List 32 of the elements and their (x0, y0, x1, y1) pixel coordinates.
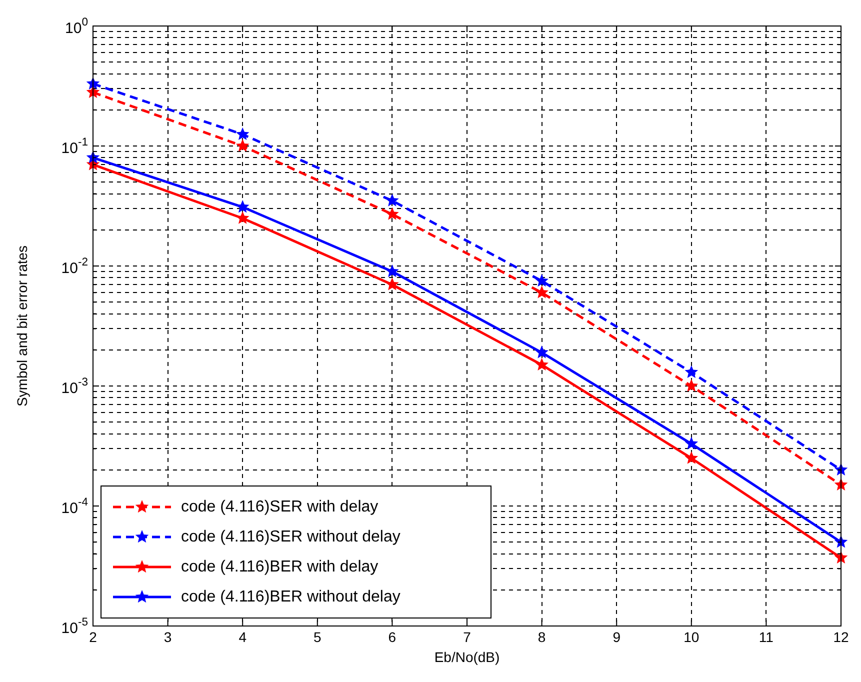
point (386, 278, 399, 290)
x-tick-label: 6 (388, 628, 396, 645)
x-tick-label: 8 (538, 628, 546, 645)
point (684, 436, 698, 450)
x-tick-label: 9 (612, 628, 621, 645)
legend-label: code (4.116)BER without delay (181, 588, 400, 606)
point (535, 358, 548, 371)
point (535, 346, 548, 358)
point (386, 207, 399, 220)
legend-label: code (4.116)SER without delay (181, 528, 400, 546)
point (684, 379, 698, 392)
point (236, 127, 250, 140)
point (684, 365, 698, 378)
x-tick-label: 5 (314, 628, 322, 645)
point (535, 274, 548, 287)
point (236, 139, 250, 152)
x-tick-label: 11 (758, 628, 774, 645)
point (535, 286, 548, 298)
legend-label: code (4.116)BER with delay (181, 558, 378, 576)
point (684, 451, 698, 464)
point (236, 211, 250, 224)
x-tick-label: 10 (684, 628, 700, 645)
x-tick-label: 2 (89, 628, 98, 645)
point (386, 264, 399, 278)
x-tick-label: 7 (463, 628, 472, 645)
x-axis-title: Eb/No(dB) (434, 648, 500, 665)
y-axis-title: Symbol and bit error rates (14, 245, 30, 407)
x-tick-label: 3 (164, 628, 172, 645)
x-tick-label: 12 (833, 628, 849, 645)
point (386, 194, 399, 206)
x-tick-label: 4 (238, 628, 247, 645)
legend-label: code (4.116)SER with delay (181, 498, 378, 516)
